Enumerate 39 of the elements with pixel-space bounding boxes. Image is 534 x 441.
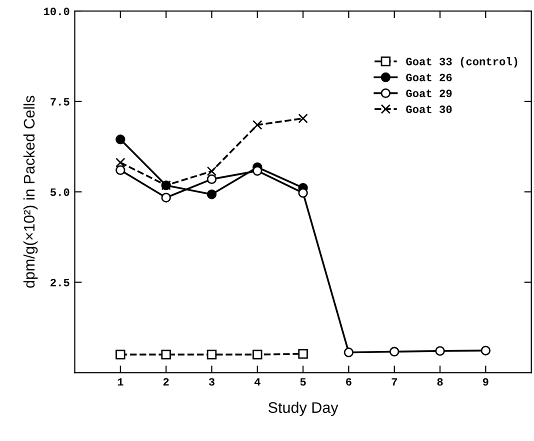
x-tick-label: 5 (300, 378, 306, 386)
point (206, 190, 217, 200)
point (298, 188, 308, 198)
point (252, 120, 262, 130)
point (116, 350, 126, 360)
y-axis-title: dpm/g(×10²) in Packed Cells (23, 96, 38, 288)
legend-label: Goat 33 (control) (406, 57, 518, 68)
point (206, 174, 217, 184)
legend-label: Goat 30 (406, 106, 452, 114)
point (298, 114, 308, 124)
point (298, 348, 308, 359)
point (116, 134, 126, 144)
point (252, 166, 262, 176)
legend-label: Goat 29 (406, 90, 452, 98)
point (389, 346, 400, 357)
x-tick-label: 9 (482, 378, 488, 386)
legend-label: Goat 26 (406, 74, 452, 82)
point (161, 350, 171, 360)
point (206, 166, 217, 176)
point (252, 350, 262, 360)
point (116, 158, 126, 168)
point (344, 348, 354, 358)
x-tick-label: 1 (118, 378, 124, 386)
x-axis-title: Study Day (268, 402, 338, 416)
point (206, 350, 217, 360)
point (480, 346, 491, 356)
y-tick-label: 7.5 (50, 98, 70, 106)
point (161, 192, 171, 202)
y-tick-label: 10.0 (44, 8, 70, 16)
x-tick-label: 6 (346, 378, 352, 386)
y-tick-label: 2.5 (50, 278, 70, 286)
x-tick-label: 3 (208, 378, 214, 386)
point (116, 165, 126, 175)
x-tick-label: 7 (392, 378, 397, 386)
x-tick-label: 2 (163, 378, 169, 386)
y-tick-label: 5.0 (50, 188, 70, 196)
point (435, 346, 445, 356)
x-tick-label: 4 (254, 378, 260, 386)
x-tick-label: 8 (437, 378, 443, 386)
